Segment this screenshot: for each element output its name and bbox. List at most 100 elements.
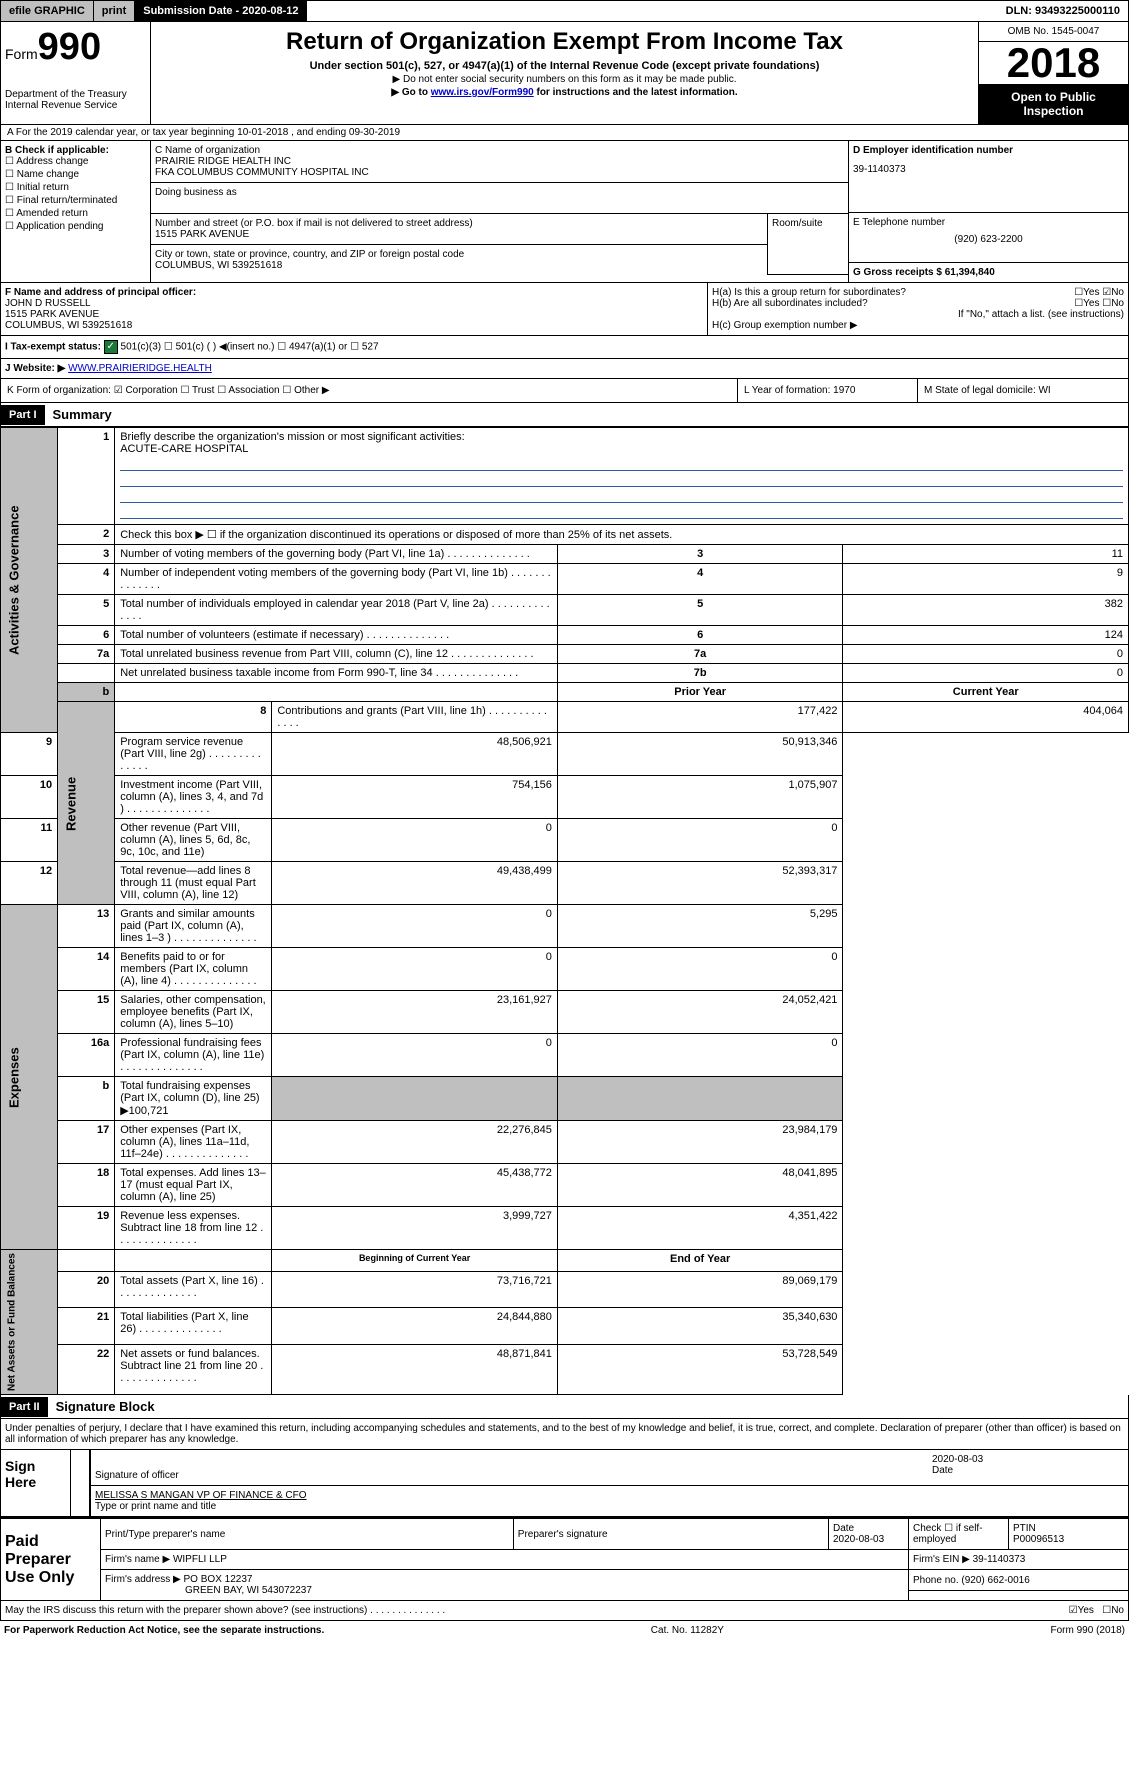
- part2-header-row: Part II Signature Block: [0, 1395, 1129, 1419]
- col-l-year: L Year of formation: 1970: [738, 379, 918, 402]
- name-label: C Name of organization: [155, 145, 844, 156]
- governance-label: Activities & Governance: [1, 428, 58, 733]
- col-b-label: B Check if applicable:: [5, 145, 146, 156]
- paid-h4: Check ☐ if self-employed: [909, 1519, 1009, 1550]
- col-d: D Employer identification number 39-1140…: [848, 141, 1128, 282]
- part1-header-row: Part I Summary: [0, 403, 1129, 427]
- ein-box: D Employer identification number 39-1140…: [849, 141, 1128, 213]
- chk-pending[interactable]: ☐ Application pending: [5, 221, 146, 232]
- dba-box: Doing business as: [151, 183, 848, 214]
- firm-name-row: Firm's name ▶ WIPFLI LLP: [101, 1550, 909, 1570]
- line-2: Check this box ▶ ☐ if the organization d…: [115, 525, 1129, 545]
- city-box: City or town, state or province, country…: [151, 245, 767, 275]
- footer-last: For Paperwork Reduction Act Notice, see …: [0, 1621, 1129, 1640]
- dln-label: DLN: 93493225000110: [998, 1, 1128, 21]
- paid-h1: Print/Type preparer's name: [101, 1519, 514, 1550]
- gross-label: G Gross receipts $ 61,394,840: [853, 267, 1124, 278]
- form-note1: ▶ Do not enter social security numbers o…: [157, 74, 972, 85]
- sign-here-label: Sign Here: [1, 1450, 71, 1516]
- phone-label: E Telephone number: [853, 217, 1124, 228]
- org-name1: PRAIRIE RIDGE HEALTH INC: [155, 156, 844, 167]
- print-button[interactable]: print: [94, 1, 135, 21]
- part1-badge: Part I: [1, 405, 45, 425]
- street-value: 1515 PARK AVENUE: [155, 229, 763, 240]
- chk-amended[interactable]: ☐ Amended return: [5, 208, 146, 219]
- chk-501c3[interactable]: ✓: [104, 340, 118, 354]
- form-990: 990: [38, 26, 101, 68]
- row-klm: K Form of organization: ☑ Corporation ☐ …: [0, 379, 1129, 403]
- chk-name[interactable]: ☐ Name change: [5, 169, 146, 180]
- line-2-num: 2: [58, 525, 115, 545]
- section-bc: B Check if applicable: ☐ Address change …: [0, 141, 1129, 283]
- col-k-form-org: K Form of organization: ☑ Corporation ☐ …: [1, 379, 738, 402]
- form-ref: Form 990 (2018): [1051, 1625, 1125, 1636]
- irs-link[interactable]: www.irs.gov/Form990: [431, 87, 534, 98]
- row-fh: F Name and address of principal officer:…: [0, 283, 1129, 336]
- form-number: Form990: [5, 26, 146, 69]
- col-h-group: H(a) Is this a group return for subordin…: [708, 283, 1128, 335]
- gross-receipts: G Gross receipts $ 61,394,840: [849, 263, 1128, 282]
- hc-row: H(c) Group exemption number ▶: [712, 320, 1124, 331]
- form-note2: ▶ Go to www.irs.gov/Form990 for instruct…: [157, 87, 972, 98]
- signature-section: Sign Here Signature of officer 2020-08-0…: [0, 1450, 1129, 1518]
- sig-date: 2020-08-03 Date: [928, 1450, 1128, 1486]
- org-name2: FKA COLUMBUS COMMUNITY HOSPITAL INC: [155, 167, 844, 178]
- hb-note: If "No," attach a list. (see instruction…: [712, 309, 1124, 320]
- line-1-num: 1: [58, 428, 115, 525]
- top-bar: efile GRAPHIC print Submission Date - 20…: [0, 0, 1129, 22]
- city-label: City or town, state or province, country…: [155, 249, 763, 260]
- address-row: Number and street (or P.O. box if mail i…: [151, 214, 848, 275]
- expenses-label: Expenses: [1, 905, 58, 1250]
- ein-label: D Employer identification number: [853, 145, 1124, 156]
- org-name-box: C Name of organization PRAIRIE RIDGE HEA…: [151, 141, 848, 183]
- paid-h5: PTINP00096513: [1009, 1519, 1129, 1550]
- ein-value: 39-1140373: [853, 164, 1124, 175]
- paid-left: Paid Preparer Use Only: [1, 1519, 101, 1601]
- firm-ein-row: Firm's EIN ▶ 39-1140373: [909, 1550, 1129, 1570]
- website-link[interactable]: WWW.PRAIRIERIDGE.HEALTH: [68, 363, 212, 374]
- firm-phone-row: Phone no. (920) 662-0016: [909, 1570, 1129, 1591]
- form-subtitle: Under section 501(c), 527, or 4947(a)(1)…: [157, 60, 972, 72]
- revenue-label: Revenue: [58, 702, 115, 905]
- paperwork-notice: For Paperwork Reduction Act Notice, see …: [4, 1625, 324, 1636]
- submission-date: Submission Date - 2020-08-12: [135, 1, 306, 21]
- col-m-state: M State of legal domicile: WI: [918, 379, 1128, 402]
- form-prefix: Form: [5, 46, 38, 62]
- hb-row: H(b) Are all subordinates included? ☐Yes…: [712, 298, 1124, 309]
- paid-h3: Date2020-08-03: [829, 1519, 909, 1550]
- firm-addr-row: Firm's address ▶ PO BOX 12237 GREEN BAY,…: [101, 1570, 909, 1601]
- form-header: Form990 Department of the Treasury Inter…: [0, 22, 1129, 125]
- street-box: Number and street (or P.O. box if mail i…: [151, 214, 767, 245]
- perjury-text: Under penalties of perjury, I declare th…: [0, 1419, 1129, 1450]
- tax-year: 2018: [979, 42, 1128, 84]
- sig-name-row: MELISSA S MANGAN VP OF FINANCE & CFO Typ…: [91, 1486, 1128, 1516]
- officer-label: F Name and address of principal officer:: [5, 287, 703, 298]
- line-1: Briefly describe the organization's miss…: [115, 428, 1129, 525]
- col-c-org: C Name of organization PRAIRIE RIDGE HEA…: [151, 141, 848, 282]
- irs-label: Internal Revenue Service: [5, 100, 146, 111]
- officer-addr2: COLUMBUS, WI 539251618: [5, 320, 703, 331]
- efile-label: efile GRAPHIC: [1, 1, 94, 21]
- part2-badge: Part II: [1, 1397, 48, 1417]
- sig-officer: Signature of officer: [91, 1450, 928, 1486]
- dept-treasury: Department of the Treasury: [5, 89, 146, 100]
- chk-address[interactable]: ☐ Address change: [5, 156, 146, 167]
- phone-value: (920) 623-2200: [853, 234, 1124, 245]
- phone-box: E Telephone number (920) 623-2200: [849, 213, 1128, 263]
- netassets-label: Net Assets or Fund Balances: [1, 1250, 58, 1395]
- paid-preparer-table: Paid Preparer Use Only Print/Type prepar…: [0, 1518, 1129, 1601]
- room-suite: Room/suite: [768, 214, 848, 275]
- paid-h2: Preparer's signature: [513, 1519, 828, 1550]
- part2-title: Signature Block: [48, 1395, 163, 1418]
- col-b-checkboxes: B Check if applicable: ☐ Address change …: [1, 141, 151, 282]
- cat-no: Cat. No. 11282Y: [651, 1625, 724, 1636]
- part1-title: Summary: [45, 403, 120, 426]
- ha-row: H(a) Is this a group return for subordin…: [712, 287, 1124, 298]
- discuss-row: May the IRS discuss this return with the…: [0, 1601, 1129, 1621]
- chk-initial[interactable]: ☐ Initial return: [5, 182, 146, 193]
- chk-final[interactable]: ☐ Final return/terminated: [5, 195, 146, 206]
- form-title: Return of Organization Exempt From Incom…: [157, 28, 972, 56]
- row-a: A For the 2019 calendar year, or tax yea…: [0, 125, 1129, 141]
- header-right: OMB No. 1545-0047 2018 Open to Public In…: [978, 22, 1128, 124]
- mission-text: ACUTE-CARE HOSPITAL: [120, 443, 248, 455]
